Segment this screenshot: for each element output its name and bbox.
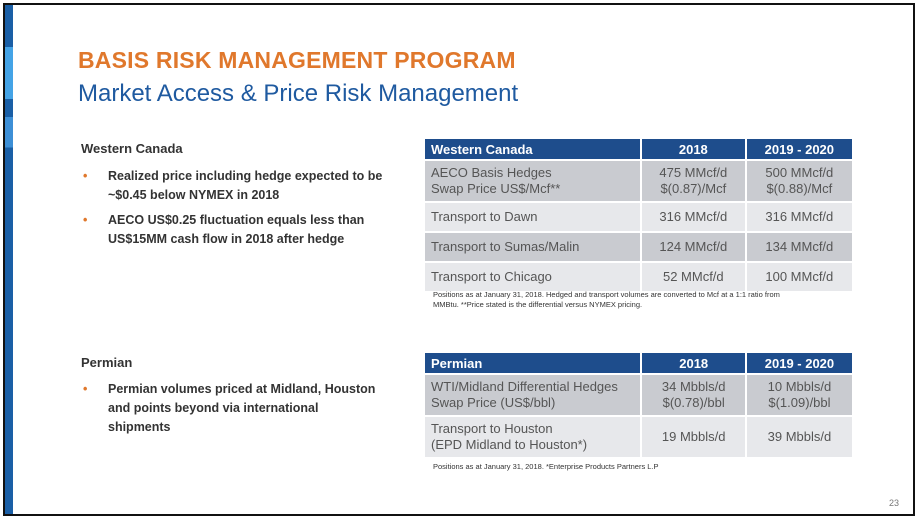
row-label: Transport to Sumas/Malin (425, 231, 642, 261)
page-number: 23 (888, 498, 899, 508)
cell-2019-2020: 39 Mbbls/d (746, 415, 852, 457)
cell-2019-2020: 500 MMcf/d $(0.88)/Mcf (746, 159, 852, 201)
permian-table: Permian 2018 2019 - 2020 WTI/Midland Dif… (425, 353, 852, 457)
column-header: 2018 (641, 139, 747, 159)
table-row: Transport to Houston (EPD Midland to Hous… (425, 415, 852, 457)
western-canada-heading: Western Canada (81, 141, 183, 156)
column-header: Permian (425, 353, 643, 373)
bullet-item: • Permian volumes priced at Midland, Hous… (83, 382, 376, 434)
cell-2019-2020: 10 Mbbls/d $(1.09)/bbl (746, 373, 852, 415)
bullet-item: • AECO US$0.25 fluctuation equals less th… (83, 213, 365, 246)
row-label: AECO Basis Hedges Swap Price US$/Mcf** (425, 159, 642, 201)
column-header: 2018 (642, 353, 747, 373)
permian-bullets: • Permian volumes priced at Midland, Hous… (81, 380, 381, 443)
accent-highlight (5, 47, 13, 99)
table-row: Transport to Dawn 316 MMcf/d 316 MMcf/d (425, 201, 852, 231)
row-label: Transport to Dawn (425, 201, 642, 231)
row-label: WTI/Midland Differential Hedges Swap Pric… (425, 373, 643, 415)
row-label: Transport to Chicago (425, 261, 642, 291)
western-canada-table: Western Canada 2018 2019 - 2020 AECO Bas… (425, 139, 852, 291)
row-label: Transport to Houston (EPD Midland to Hous… (425, 415, 643, 457)
slide-subtitle: Market Access & Price Risk Management (78, 80, 519, 107)
bullet-icon: • (83, 382, 88, 396)
permian-heading: Permian (81, 355, 133, 370)
table-row: AECO Basis Hedges Swap Price US$/Mcf** 47… (425, 159, 852, 201)
table-row: Transport to Chicago 52 MMcf/d 100 MMcf/… (425, 261, 852, 291)
cell-2018: 19 Mbbls/d (642, 415, 747, 457)
column-header: Western Canada (425, 139, 642, 159)
western-canada-footnote: Positions as at January 31, 2018. Hedged… (433, 290, 780, 309)
left-accent-bar (5, 5, 13, 514)
column-header: 2019 - 2020 (746, 139, 852, 159)
bullet-icon: • (83, 169, 88, 183)
cell-2019-2020: 100 MMcf/d (746, 261, 852, 291)
table-row: WTI/Midland Differential Hedges Swap Pric… (425, 373, 852, 415)
column-header: 2019 - 2020 (746, 353, 852, 373)
table-header-row: Western Canada 2018 2019 - 2020 (425, 139, 852, 159)
table-row: Transport to Sumas/Malin 124 MMcf/d 134 … (425, 231, 852, 261)
bullet-icon: • (83, 213, 88, 227)
table-header-row: Permian 2018 2019 - 2020 (425, 353, 852, 373)
cell-2018: 34 Mbbls/d $(0.78)/bbl (642, 373, 747, 415)
cell-2018: 316 MMcf/d (641, 201, 747, 231)
western-canada-bullets: • Realized price including hedge expected… (81, 167, 391, 255)
cell-2018: 475 MMcf/d $(0.87)/Mcf (641, 159, 747, 201)
cell-2019-2020: 134 MMcf/d (746, 231, 852, 261)
slide: BASIS RISK MANAGEMENT PROGRAM Market Acc… (3, 3, 915, 516)
bullet-item: • Realized price including hedge expected… (83, 169, 383, 202)
cell-2018: 52 MMcf/d (641, 261, 747, 291)
slide-title: BASIS RISK MANAGEMENT PROGRAM (78, 47, 516, 73)
cell-2018: 124 MMcf/d (641, 231, 747, 261)
cell-2019-2020: 316 MMcf/d (746, 201, 852, 231)
permian-footnote: Positions as at January 31, 2018. *Enter… (433, 462, 659, 471)
